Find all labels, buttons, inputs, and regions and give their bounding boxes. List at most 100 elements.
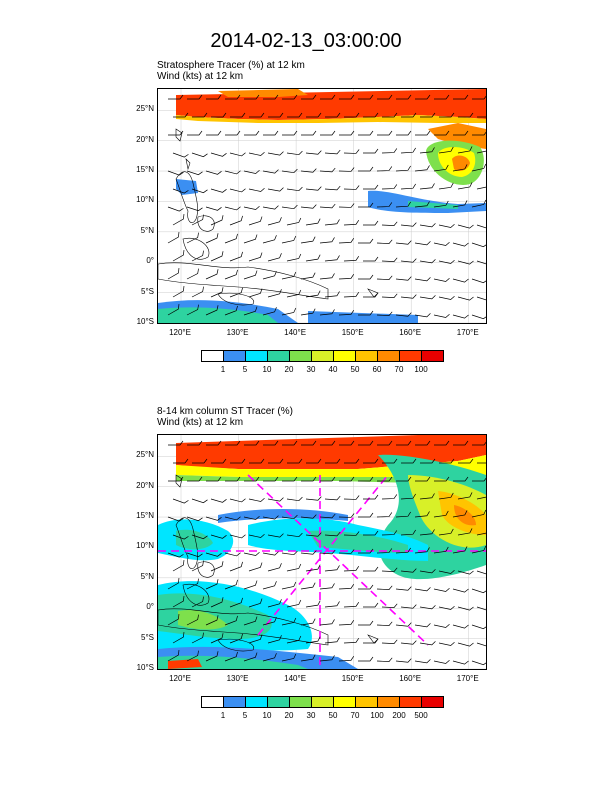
wind-barb [262,551,279,556]
colorbar-swatch [246,697,268,707]
wind-barb [167,552,184,558]
wind-barb [301,440,317,446]
longitude-label: 170°E [456,328,479,337]
wind-barb [268,458,284,464]
wind-barb [400,640,417,645]
wind-barb [400,258,417,263]
wind-barb [244,440,260,446]
wind-barb [243,306,258,316]
panel1-title-line1: Stratosphere Tracer (%) at 12 km [157,60,305,71]
wind-barb [186,232,199,244]
wind-barb [400,568,417,573]
wind-barb [286,217,302,226]
wind-barb [168,130,184,136]
wind-barb [267,635,282,644]
wind-barb [172,152,189,158]
wind-barb [363,494,379,500]
wind-barb [358,94,374,100]
wind-barb [344,458,360,464]
wind-barb [377,94,393,100]
wind-barb [172,534,189,540]
wind-barb [224,651,238,662]
wind-barb [358,656,374,662]
longitude-label: 170°E [456,674,479,683]
wind-barb [267,563,282,572]
panel2-title-line2: Wind (kts) at 12 km [157,417,244,428]
wind-barb [363,220,379,226]
wind-barb [229,597,243,608]
wind-barb [382,458,398,464]
wind-barb [186,516,203,522]
longitude-label: 160°E [399,328,422,337]
wind-barb [457,224,474,229]
wind-barb [229,498,246,503]
wind-barb [167,613,180,626]
wind-barb [381,603,398,608]
wind-barb [287,458,303,464]
wind-barb [167,206,184,212]
wind-barb [324,637,340,644]
wind-barb [376,657,393,662]
wind-barb [205,552,222,557]
colorbar-swatch [268,351,290,361]
wind-barb [262,205,279,210]
wind-barb [363,530,379,536]
wind-barb [282,130,298,136]
wind-barb [286,150,303,156]
wind-barb [343,566,360,572]
wind-barb [419,259,436,264]
tracer-band-low [218,89,308,97]
wind-barb [419,493,435,500]
wind-barb [438,182,454,190]
wind-barb [287,112,303,118]
wind-barb [263,440,279,446]
wind-barb [301,476,317,482]
latitude-label: 15°N [136,511,154,521]
wind-barb [286,563,302,572]
wind-barb [191,152,208,158]
wind-barb [438,641,455,646]
colorbar-swatch [202,351,224,361]
colorbar-swatch [268,697,290,707]
colorbar-label: 70 [394,365,404,374]
latitude-label: 20°N [136,134,154,144]
wind-barb [243,234,258,244]
wind-barb [358,548,374,554]
wind-barb [452,242,469,247]
wind-barb [358,238,374,244]
wind-barb [338,620,355,626]
wind-barb [324,185,341,191]
wind-barb [400,493,416,500]
wind-barb [396,440,412,446]
wind-barb [281,168,298,174]
wind-barb [358,584,374,590]
wind-barb [438,569,455,574]
wind-barb [300,204,317,209]
wind-barb [243,515,260,520]
colorbar-label: 200 [392,711,406,720]
wind-barb [339,440,355,446]
wind-barb [324,219,340,226]
wind-barb [191,214,204,226]
tracer-south-red-patch [168,659,202,669]
wind-barb [281,204,298,210]
wind-barb [172,559,185,572]
wind-barb [306,458,322,464]
wind-barb [168,94,184,100]
wind-barb [210,498,227,503]
wind-barb [401,458,417,464]
wind-barb [206,94,222,100]
wind-barb [305,532,322,537]
wind-barb [267,533,284,538]
wind-barb [319,655,335,662]
wind-barb [286,599,302,608]
wind-barb [262,235,277,244]
longitude-label: 140°E [284,328,307,337]
wind-barb [414,201,430,208]
wind-barb [343,495,360,500]
wind-barb [325,458,341,464]
wind-barb [262,307,277,316]
wind-barb [438,605,455,610]
colorbar-swatch [224,697,246,707]
wind-barb [381,567,398,572]
